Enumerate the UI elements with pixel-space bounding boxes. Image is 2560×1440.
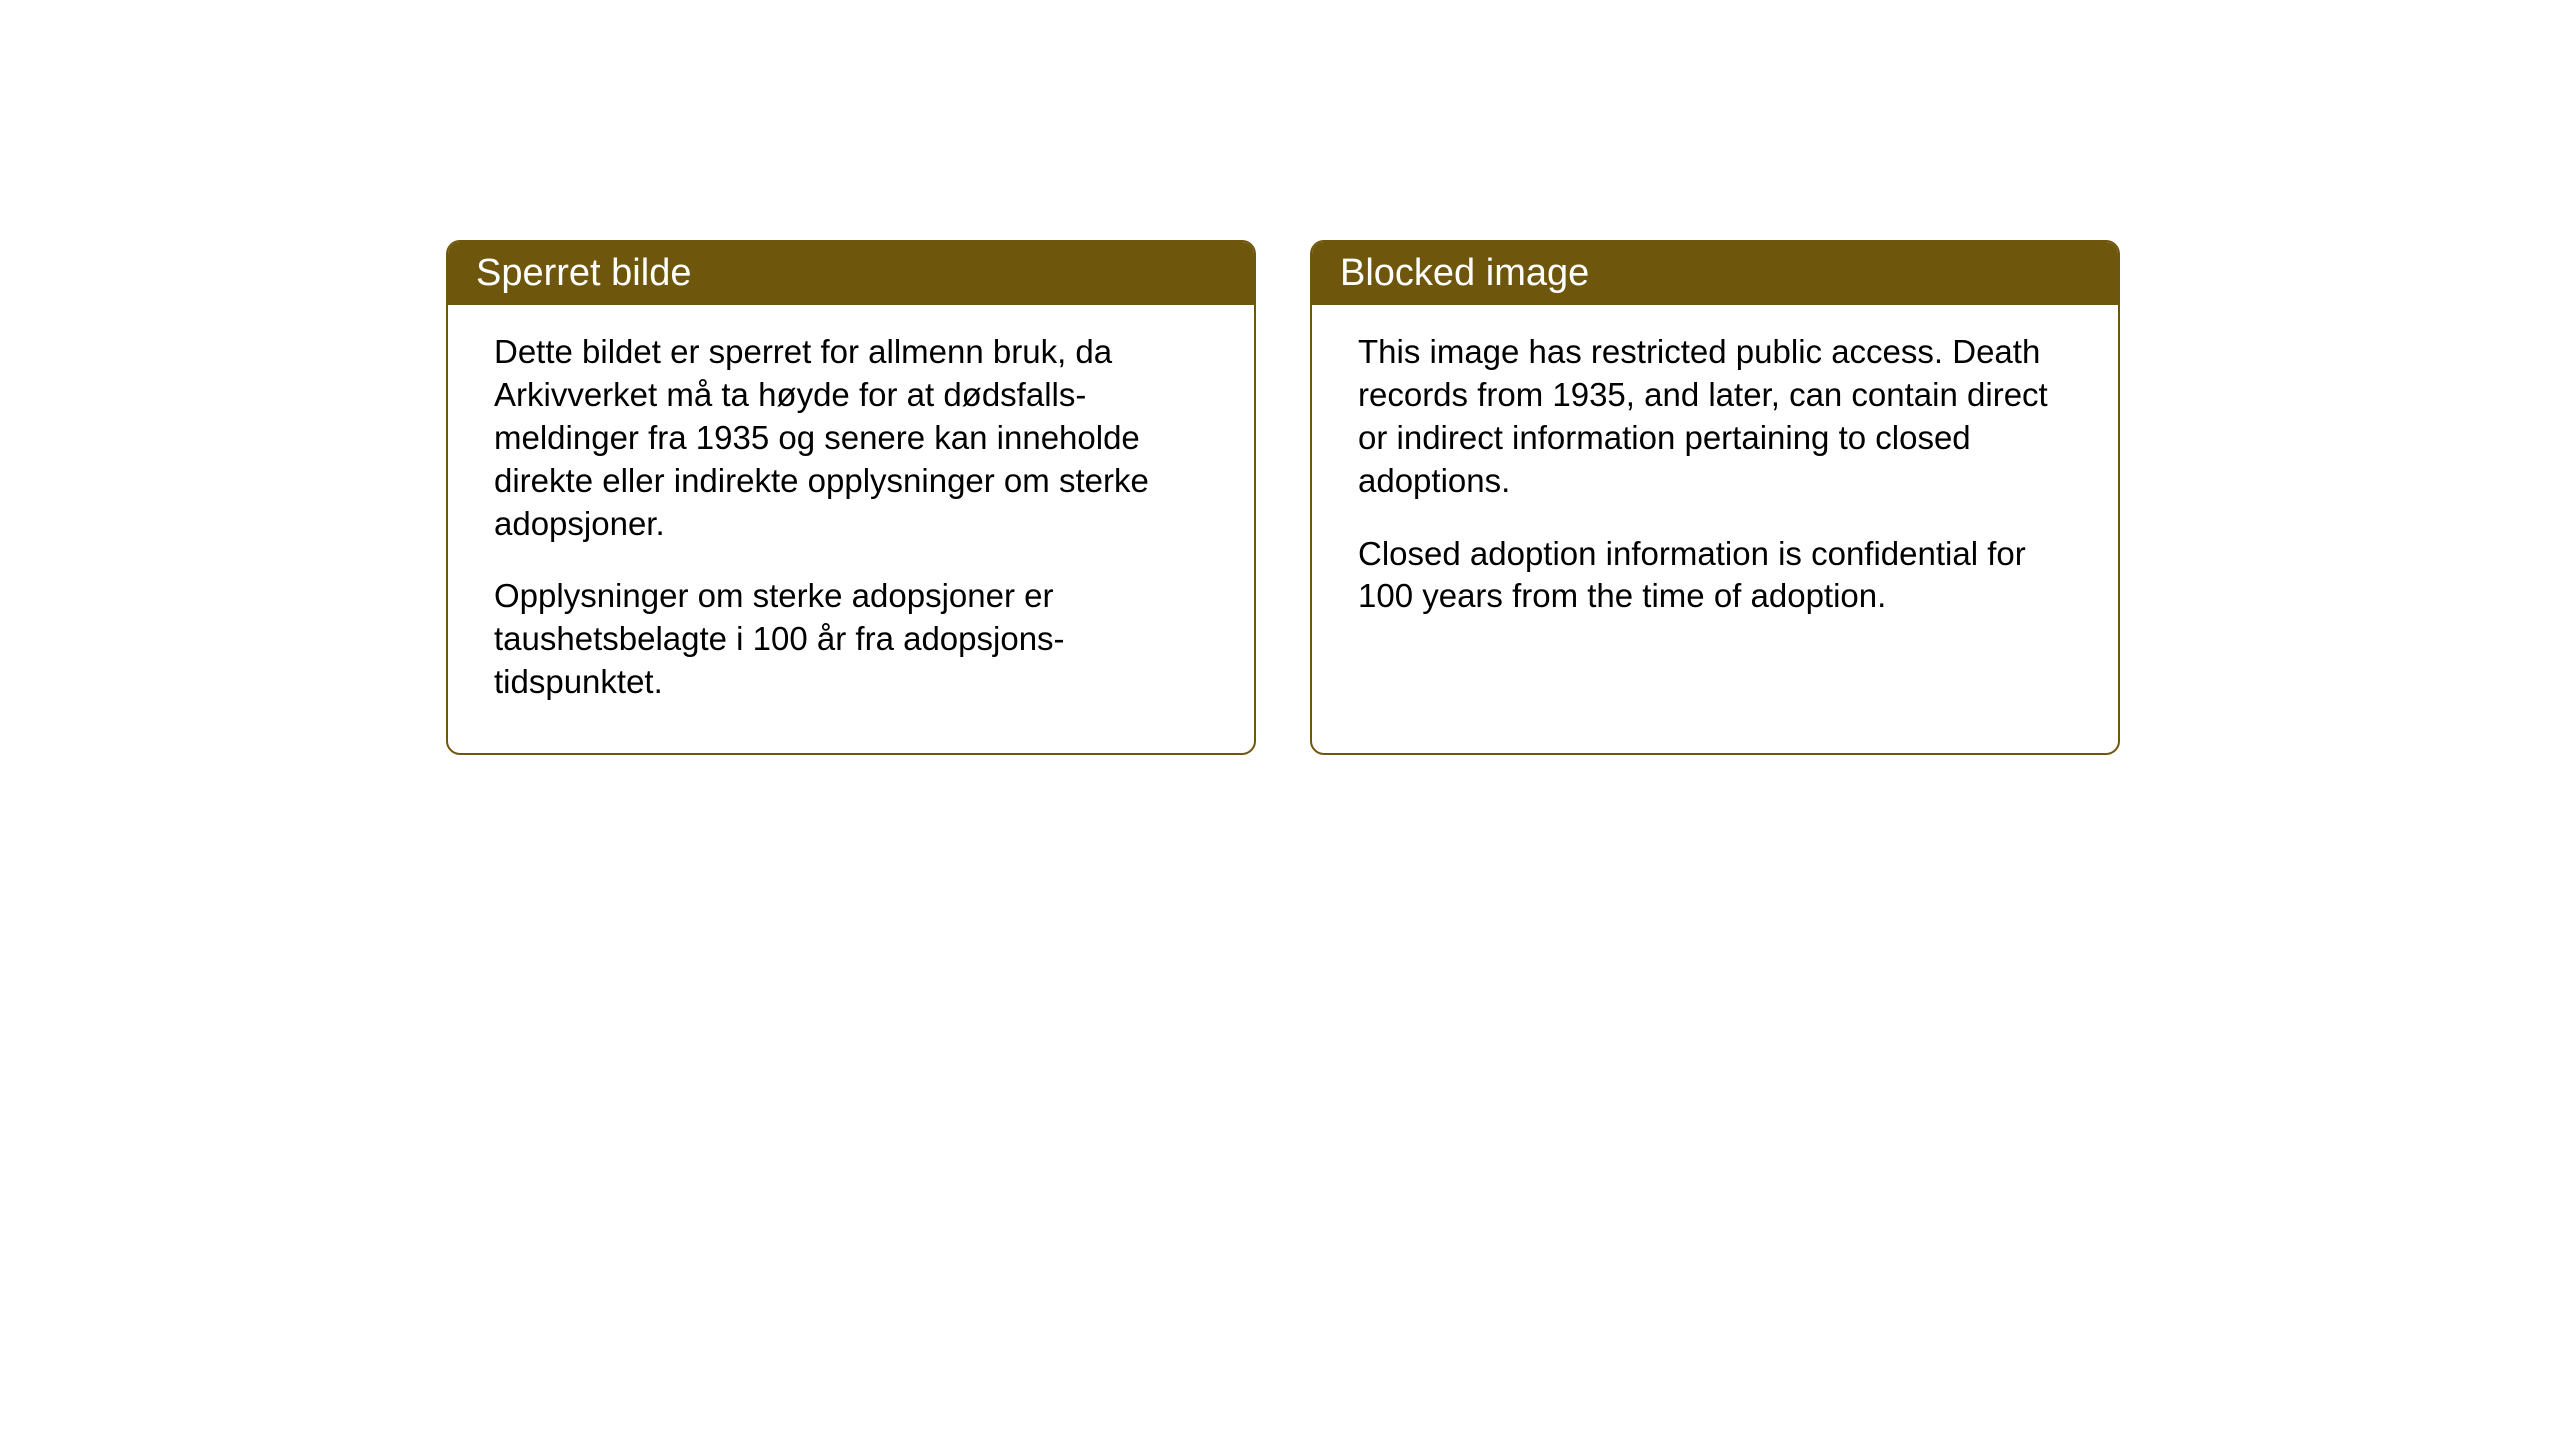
notice-card-english: Blocked image This image has restricted … xyxy=(1310,240,2120,755)
card-paragraph-2-norwegian: Opplysninger om sterke adopsjoner er tau… xyxy=(494,575,1208,704)
card-paragraph-1-norwegian: Dette bildet er sperret for allmenn bruk… xyxy=(494,331,1208,545)
card-title-english: Blocked image xyxy=(1340,252,1589,294)
notice-card-norwegian: Sperret bilde Dette bildet er sperret fo… xyxy=(446,240,1256,755)
card-paragraph-2-english: Closed adoption information is confident… xyxy=(1358,533,2072,619)
card-body-norwegian: Dette bildet er sperret for allmenn bruk… xyxy=(448,305,1254,753)
card-body-english: This image has restricted public access.… xyxy=(1312,305,2118,753)
card-title-norwegian: Sperret bilde xyxy=(476,252,691,294)
card-header-norwegian: Sperret bilde xyxy=(448,242,1254,305)
card-header-english: Blocked image xyxy=(1312,242,2118,305)
notice-cards-container: Sperret bilde Dette bildet er sperret fo… xyxy=(446,240,2120,755)
card-paragraph-1-english: This image has restricted public access.… xyxy=(1358,331,2072,503)
